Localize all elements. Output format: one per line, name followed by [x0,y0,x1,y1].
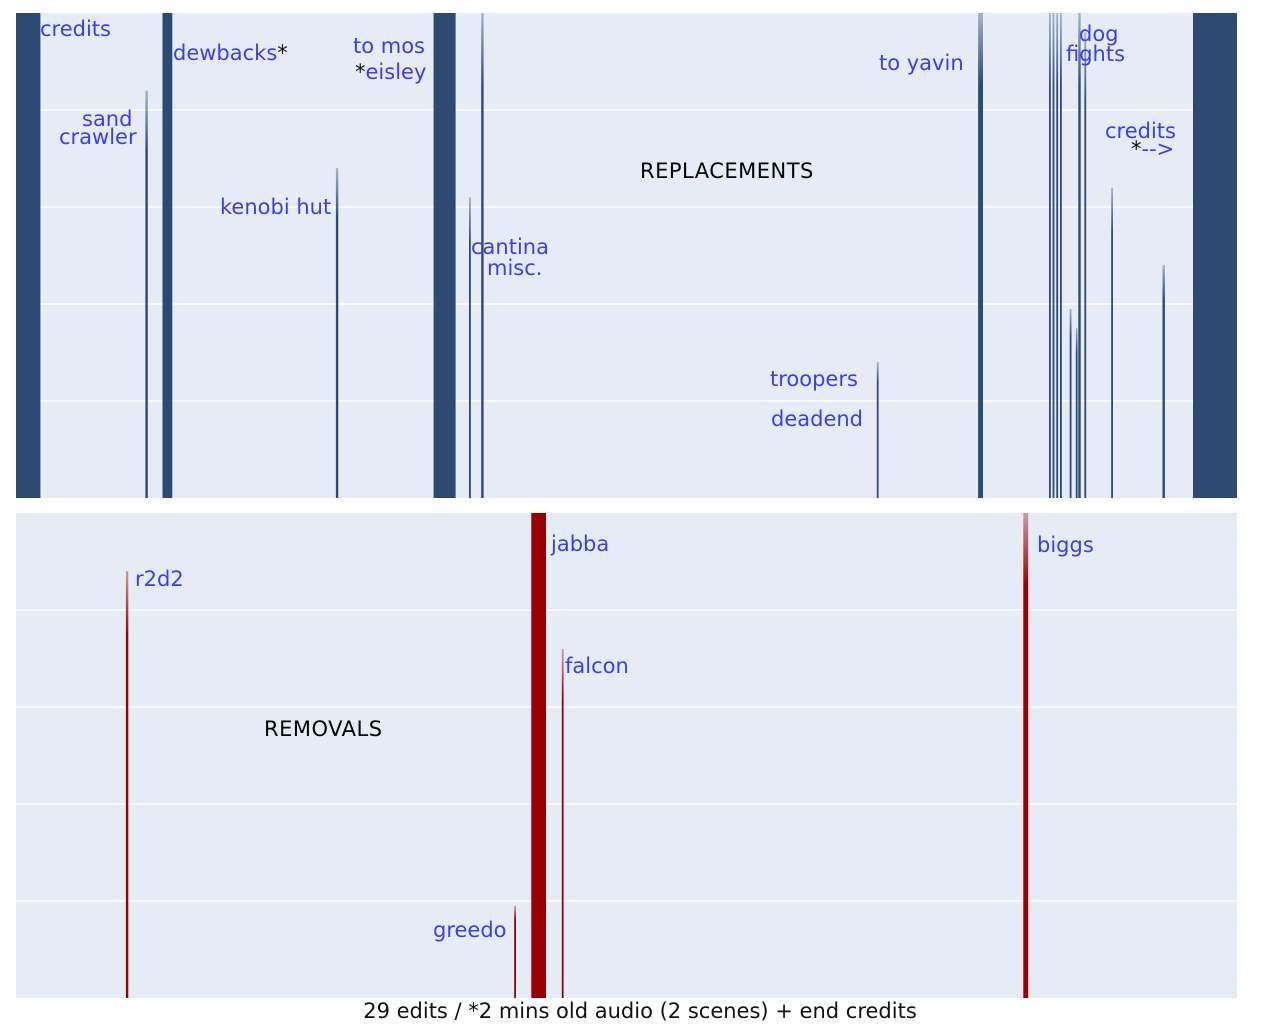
annotation-biggs: biggs [1037,533,1094,557]
annotation-credits-end: credits [1105,119,1176,143]
annotation-fights: fights [1066,42,1126,66]
annotation-greedo: greedo [433,918,507,942]
replacement-bar-19 [1193,13,1237,498]
replacement-bar-3 [335,168,339,498]
annotation-credits-arrow: *--> [1131,139,1174,160]
annotation-dewbacks-text: dewbacks [173,41,278,65]
replacement-bar-2 [162,13,173,498]
removal-bar-4 [1023,513,1029,998]
replacement-bar-5 [469,197,471,499]
removals-panel [16,513,1237,999]
annotation-cantina: cantina [471,235,549,259]
replacement-bar-4 [433,13,456,498]
removal-bar-0 [125,571,129,998]
removal-bar-1 [514,905,516,999]
annotation-eisley-text: eisley [365,60,427,84]
annotation-kenobi-hut: kenobi hut [220,195,332,219]
replacement-bar-7 [876,362,879,498]
replacements-panel [16,13,1237,499]
annotation-eisley: *eisley [355,62,426,83]
replacement-bar-18 [1162,265,1165,498]
annotation-deadend: deadend [771,407,864,431]
annotation-jabba: jabba [551,532,610,556]
annotation-r2d2: r2d2 [135,567,184,591]
replacement-bar-14 [1075,328,1078,499]
replacements-title: REPLACEMENTS [640,159,814,183]
replacement-bar-0 [16,13,41,498]
annotation-falcon: falcon [565,654,629,678]
replacement-bar-6 [481,13,484,498]
replacement-bar-8 [978,13,983,498]
replacement-bar-12 [1060,13,1062,498]
footer-caption: 29 edits / *2 mins old audio (2 scenes) … [363,999,917,1023]
removals-title: REMOVALS [264,717,383,741]
replacement-bar-15 [1078,13,1081,498]
annotation-misc: misc. [487,256,543,280]
annotation-dewbacks: dewbacks* [173,43,288,64]
replacement-bar-11 [1056,13,1059,498]
annotation-arrow-star: * [1131,137,1142,161]
annotation-to-yavin: to yavin [879,51,964,75]
replacement-bar-1 [145,90,148,498]
annotation-to-mos: to mos [353,34,426,58]
replacement-bar-13 [1069,308,1072,499]
removal-bar-3 [561,648,564,998]
removal-plot-area [16,513,1237,998]
replacement-plot-area [16,13,1237,498]
replacement-bar-16 [1084,32,1087,499]
replacement-bar-10 [1052,13,1055,498]
annotation-troopers: troopers [770,367,858,391]
annotation-arrow-text: --> [1141,137,1175,161]
annotation-credits-start: credits [40,17,111,41]
replacement-bar-9 [1049,13,1051,498]
annotation-sand: sand [82,107,133,131]
annotation-crawler: crawler [59,125,137,149]
annotation-dog: dog [1079,22,1119,46]
removal-bar-2 [531,513,546,998]
replacement-bar-17 [1111,187,1113,498]
annotation-eisley-star: * [355,60,366,84]
annotation-dewbacks-star: * [277,41,288,65]
